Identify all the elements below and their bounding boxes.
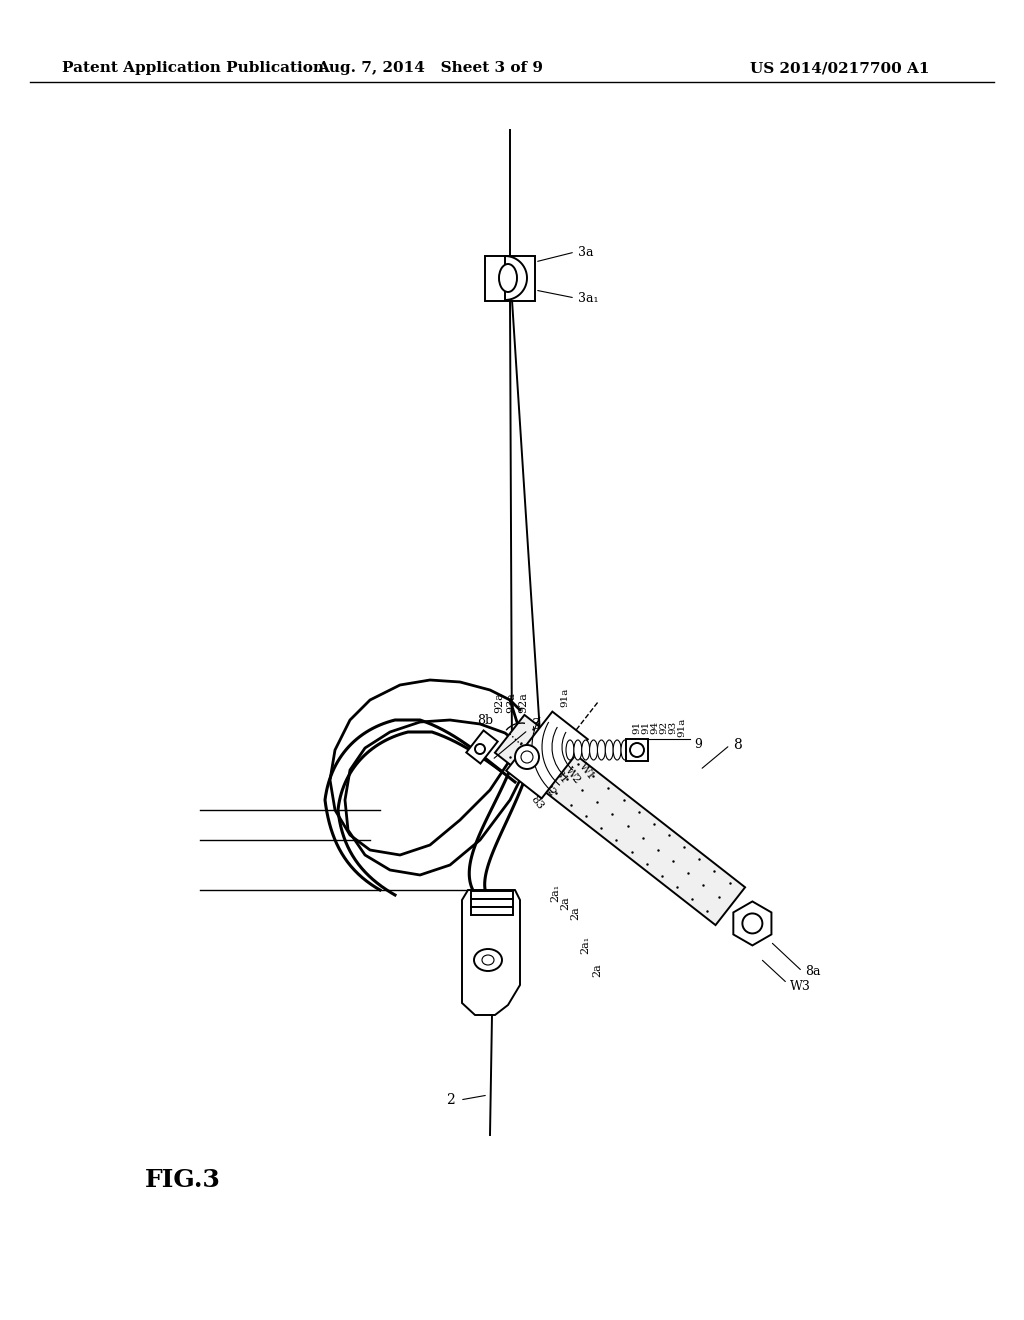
Text: 91: 91 [633,721,641,734]
Text: 2a: 2a [592,964,602,977]
Text: 92a: 92a [518,693,528,713]
Text: 8b: 8b [477,714,494,726]
Text: 91a: 91a [678,717,686,737]
Text: 93a: 93a [506,693,516,713]
Polygon shape [466,730,498,763]
Text: 2: 2 [446,1093,455,1107]
Text: 8a: 8a [806,965,821,978]
Text: Aug. 7, 2014   Sheet 3 of 9: Aug. 7, 2014 Sheet 3 of 9 [317,61,543,75]
Text: 92a: 92a [494,693,504,713]
Text: 91: 91 [641,721,650,734]
Polygon shape [471,907,513,915]
Polygon shape [626,739,648,762]
Circle shape [475,744,485,754]
Text: 94: 94 [650,721,659,734]
Ellipse shape [573,741,582,760]
Ellipse shape [582,741,590,760]
Polygon shape [462,890,520,1015]
Text: 93: 93 [669,721,678,734]
Circle shape [515,744,539,770]
Ellipse shape [566,741,574,760]
Text: 81: 81 [553,768,569,785]
Text: 3: 3 [532,718,541,733]
Ellipse shape [597,741,605,760]
Text: 3a: 3a [578,246,594,259]
Text: 83: 83 [529,793,546,812]
Text: 91a: 91a [560,688,569,706]
Text: Patent Application Publication: Patent Application Publication [62,61,324,75]
Ellipse shape [590,741,598,760]
Polygon shape [495,715,745,925]
Ellipse shape [499,264,517,292]
Ellipse shape [605,741,613,760]
Text: 2a: 2a [560,896,570,909]
Polygon shape [471,899,513,907]
Circle shape [742,913,763,933]
Polygon shape [471,891,513,899]
Ellipse shape [474,949,502,972]
Text: 3a₁: 3a₁ [578,292,598,305]
Text: W2: W2 [564,764,583,785]
Text: 9: 9 [694,738,701,751]
Text: W1: W1 [578,760,597,781]
Polygon shape [733,902,771,945]
Text: 2a₁: 2a₁ [550,884,560,902]
Text: 2a: 2a [570,906,580,920]
Circle shape [630,743,644,756]
Text: US 2014/0217700 A1: US 2014/0217700 A1 [751,61,930,75]
Text: W3: W3 [791,979,811,993]
Text: θ: θ [529,755,537,767]
Text: 2a₁: 2a₁ [580,936,590,954]
Polygon shape [506,711,588,799]
Ellipse shape [613,741,622,760]
Polygon shape [485,256,535,301]
Text: FIG.3: FIG.3 [145,1168,221,1192]
Text: 8: 8 [733,738,741,752]
Ellipse shape [621,741,629,760]
Text: 92: 92 [659,721,669,734]
Circle shape [521,751,534,763]
Ellipse shape [482,954,494,965]
Text: 82: 82 [541,781,558,799]
